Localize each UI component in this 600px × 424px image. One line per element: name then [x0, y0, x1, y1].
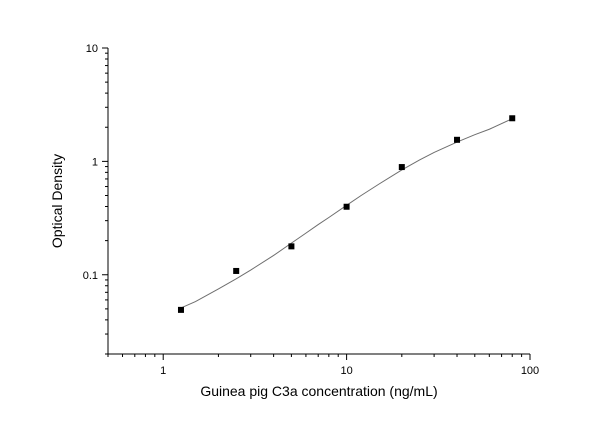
y-tick-label: 1 — [92, 156, 98, 168]
axes — [107, 48, 530, 355]
data-point — [343, 203, 350, 210]
x-tick-label: 1 — [160, 365, 166, 377]
y-tick-label: 0.1 — [83, 270, 98, 282]
fit-curve — [180, 118, 513, 309]
fit-curve-group — [180, 118, 513, 309]
ticks: 1 10 100 0.1 1 10 — [83, 43, 539, 377]
x-tick-label: 100 — [521, 365, 539, 377]
y-axis-title: Optical Density — [49, 154, 65, 248]
data-point — [509, 115, 516, 122]
data-point — [454, 136, 461, 143]
x-axis-title: Guinea pig C3a concentration (ng/mL) — [200, 383, 437, 399]
data-point — [233, 267, 240, 274]
x-tick-label: 10 — [340, 365, 352, 377]
data-points — [177, 115, 516, 313]
data-point — [398, 164, 405, 171]
data-point — [288, 243, 295, 250]
data-point — [177, 306, 184, 313]
y-tick-label: 10 — [86, 43, 98, 55]
